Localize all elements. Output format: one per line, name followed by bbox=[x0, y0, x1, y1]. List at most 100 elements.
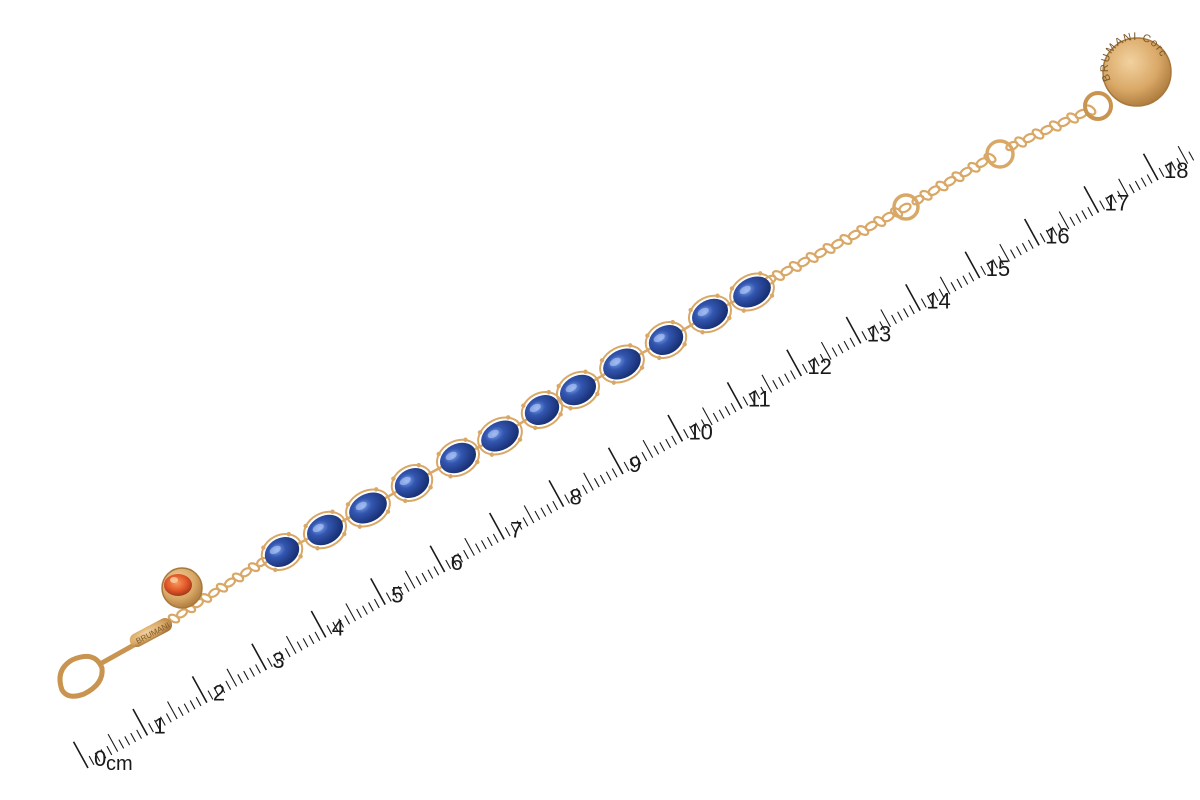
ruler-tick bbox=[772, 380, 779, 390]
ruler-tick bbox=[523, 505, 535, 524]
ruler-tick bbox=[665, 438, 672, 449]
ruler-tick bbox=[599, 474, 606, 485]
ruler-tick bbox=[132, 708, 149, 736]
ruler-tick bbox=[429, 545, 446, 573]
ruler-tick bbox=[445, 559, 452, 569]
ruler-tick bbox=[956, 278, 963, 289]
ruler-tick bbox=[891, 314, 897, 324]
ruler-tick bbox=[760, 386, 767, 396]
ruler-tick bbox=[492, 533, 499, 543]
ruler-tick bbox=[167, 701, 178, 720]
ruler-tick bbox=[837, 344, 844, 354]
ruler-tick bbox=[356, 608, 362, 618]
ruler-tick bbox=[801, 363, 808, 373]
ruler-tick bbox=[623, 461, 630, 471]
ruler-tick bbox=[784, 373, 790, 383]
ruler-tick bbox=[950, 282, 957, 292]
sapphire-stone bbox=[644, 319, 688, 361]
ruler-tick bbox=[718, 409, 725, 419]
ruler-tick bbox=[183, 703, 190, 713]
ruler-tick bbox=[564, 494, 570, 504]
ruler-tick bbox=[1146, 174, 1153, 184]
ruler-tick bbox=[457, 553, 463, 563]
ruler-tick bbox=[820, 341, 832, 360]
ruler-tick bbox=[653, 445, 660, 455]
ruler-tick bbox=[1058, 211, 1070, 230]
chain-link bbox=[247, 562, 261, 573]
ruler-tick bbox=[338, 618, 345, 628]
sapphire-bracelet: BRUMANI BRUMANI Corcovado bbox=[0, 0, 1172, 699]
ruler-tick bbox=[1010, 249, 1016, 259]
ruler-label: 15 bbox=[986, 256, 1010, 281]
ruler-unit-label: cm bbox=[106, 753, 133, 775]
sapphire-stone bbox=[390, 462, 434, 504]
ruler-tick bbox=[391, 589, 398, 599]
ruler-tick bbox=[488, 512, 505, 540]
ruler-tick bbox=[607, 447, 624, 475]
ruler-tick bbox=[813, 357, 820, 367]
ruler-tick bbox=[724, 406, 731, 416]
ruler-tick bbox=[226, 668, 238, 687]
chain-link bbox=[943, 175, 957, 187]
ruler-tick bbox=[702, 407, 713, 426]
ruler-tick bbox=[296, 641, 303, 651]
ruler-tick bbox=[1140, 177, 1147, 187]
ruler-tick bbox=[124, 736, 131, 746]
ruler-tick bbox=[845, 316, 862, 344]
ruler-tick bbox=[962, 275, 969, 285]
ruler-tick bbox=[433, 566, 440, 576]
ruler-label: 9 bbox=[629, 452, 641, 477]
ruler-tick bbox=[1105, 197, 1111, 207]
ruler-label: 5 bbox=[391, 583, 403, 608]
ruler-tick bbox=[308, 634, 315, 645]
ruler-label: 13 bbox=[867, 321, 891, 346]
ruler-tick bbox=[790, 370, 796, 380]
sapphire-stone bbox=[260, 531, 304, 573]
ruler-tick bbox=[570, 491, 576, 501]
sapphire-stone bbox=[302, 509, 348, 551]
ruler-tick bbox=[843, 340, 850, 351]
ruler-tick bbox=[510, 523, 517, 534]
ruler-tick bbox=[332, 621, 339, 632]
ruler-label: 8 bbox=[570, 485, 582, 510]
ruler-tick bbox=[641, 451, 648, 462]
ruler-tick bbox=[761, 374, 773, 393]
ruler-tick bbox=[576, 487, 582, 498]
ruler-tick bbox=[905, 283, 921, 312]
ruler-tick bbox=[1118, 178, 1129, 197]
ruler-tick bbox=[1188, 151, 1195, 161]
ruler-tick bbox=[1170, 161, 1177, 171]
ruler-tick bbox=[1045, 229, 1052, 240]
ruler-tick bbox=[926, 295, 933, 305]
ruler-tick bbox=[583, 472, 594, 491]
ruler-tick bbox=[1083, 185, 1100, 214]
ruler-tick bbox=[671, 435, 677, 445]
ruler-tick bbox=[1051, 226, 1058, 236]
ruler-tick bbox=[94, 752, 101, 762]
ruler-tick bbox=[908, 304, 915, 315]
ruler-tick bbox=[726, 381, 743, 410]
ruler-tick bbox=[582, 484, 588, 494]
ruler-tick bbox=[373, 598, 380, 609]
ruler-tick bbox=[873, 324, 880, 334]
ruler-tick bbox=[1023, 218, 1040, 246]
ruler-tick bbox=[683, 429, 689, 439]
ruler-tick bbox=[754, 389, 761, 400]
ruler-label: 0 bbox=[94, 746, 106, 771]
sapphire-stone bbox=[345, 487, 391, 529]
ruler-tick bbox=[1099, 200, 1105, 210]
jump-ring bbox=[985, 139, 1015, 169]
ruler-label: 10 bbox=[688, 419, 712, 444]
ruler-tick bbox=[1176, 157, 1183, 168]
ruler-label: 14 bbox=[926, 289, 950, 314]
ruler-tick bbox=[1177, 145, 1189, 164]
ruler-tick bbox=[593, 478, 600, 488]
ruler-tick bbox=[938, 288, 945, 298]
sapphire-stone bbox=[555, 369, 601, 411]
ruler-tick bbox=[778, 376, 784, 387]
ruler-label: 18 bbox=[1164, 158, 1188, 183]
ruler-tick bbox=[939, 276, 951, 295]
ruler-label: 12 bbox=[807, 354, 831, 379]
ruler-ticks bbox=[72, 145, 1195, 769]
